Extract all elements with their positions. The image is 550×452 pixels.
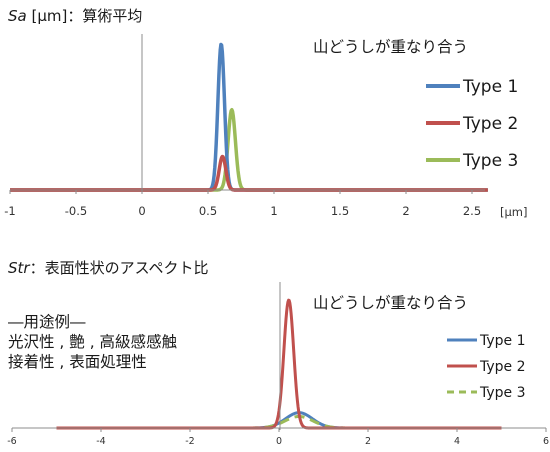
chart-sa-title: Sa [μm]：算術平均: [8, 7, 142, 25]
x-tick-label: 2: [365, 436, 371, 447]
series-line-type-1: [8, 42, 489, 192]
chart-str-title: Str：表面性状のアスペクト比: [8, 259, 209, 277]
x-tick-label: 0.5: [199, 204, 217, 218]
x-tick-label: -0.5: [65, 204, 87, 218]
legend-label-type-2: Type 2: [462, 114, 518, 134]
legend-label-type-1: Type 1: [462, 77, 518, 97]
chart-str-annotation: 山どうしが重なり合う: [313, 294, 468, 312]
x-tick-label: 0: [276, 436, 282, 447]
chart-sa: Sa [μm]：算術平均 -1 -0.5 0 0.5 1 1.5 2 2.5 [μm] 山どう…: [4, 7, 527, 219]
x-tick-label: 4: [454, 436, 460, 447]
chart-str-legend: Type 1 Type 2 Type 3: [447, 333, 526, 401]
uses-line-1: 光沢性 , 艶 , 高級感感触: [8, 333, 177, 351]
chart-str: Str：表面性状のアスペクト比 ―用途例― 光沢性 , 艶 , 高級感感触 接着…: [7, 259, 549, 447]
legend-label-type-1: Type 1: [479, 333, 526, 349]
uses-heading: ―用途例―: [8, 313, 86, 331]
x-tick-label: 1.5: [331, 204, 349, 218]
x-tick-label: 6: [543, 436, 549, 447]
series-line-type-2: [8, 154, 489, 192]
legend-label-type-3: Type 3: [462, 151, 518, 171]
chart-sa-annotation: 山どうしが重なり合う: [313, 38, 468, 56]
uses-line-2: 接着性 , 表面処理性: [8, 353, 147, 371]
chart-sa-x-ticks: -1 -0.5 0 0.5 1 1.5 2 2.5: [4, 190, 481, 218]
chart-sa-x-unit: [μm]: [500, 205, 528, 219]
x-tick-label: -2: [185, 436, 194, 447]
x-tick-label: -4: [96, 436, 105, 447]
x-tick-label: 2.5: [463, 204, 481, 218]
x-tick-label: 0: [138, 204, 145, 218]
chart-sa-legend: Type 1 Type 2 Type 3: [426, 77, 518, 171]
x-tick-label: 1: [270, 204, 277, 218]
x-tick-label: -1: [4, 204, 15, 218]
chart-sa-plot-area: [8, 42, 489, 192]
chart-str-x-ticks: -6 -4 -2 0 2 4 6: [7, 428, 549, 447]
legend-label-type-2: Type 2: [479, 359, 526, 375]
x-tick-label: -6: [7, 436, 16, 447]
legend-label-type-3: Type 3: [479, 385, 526, 401]
series-line-type-3: [8, 107, 489, 192]
x-tick-label: 2: [402, 204, 409, 218]
